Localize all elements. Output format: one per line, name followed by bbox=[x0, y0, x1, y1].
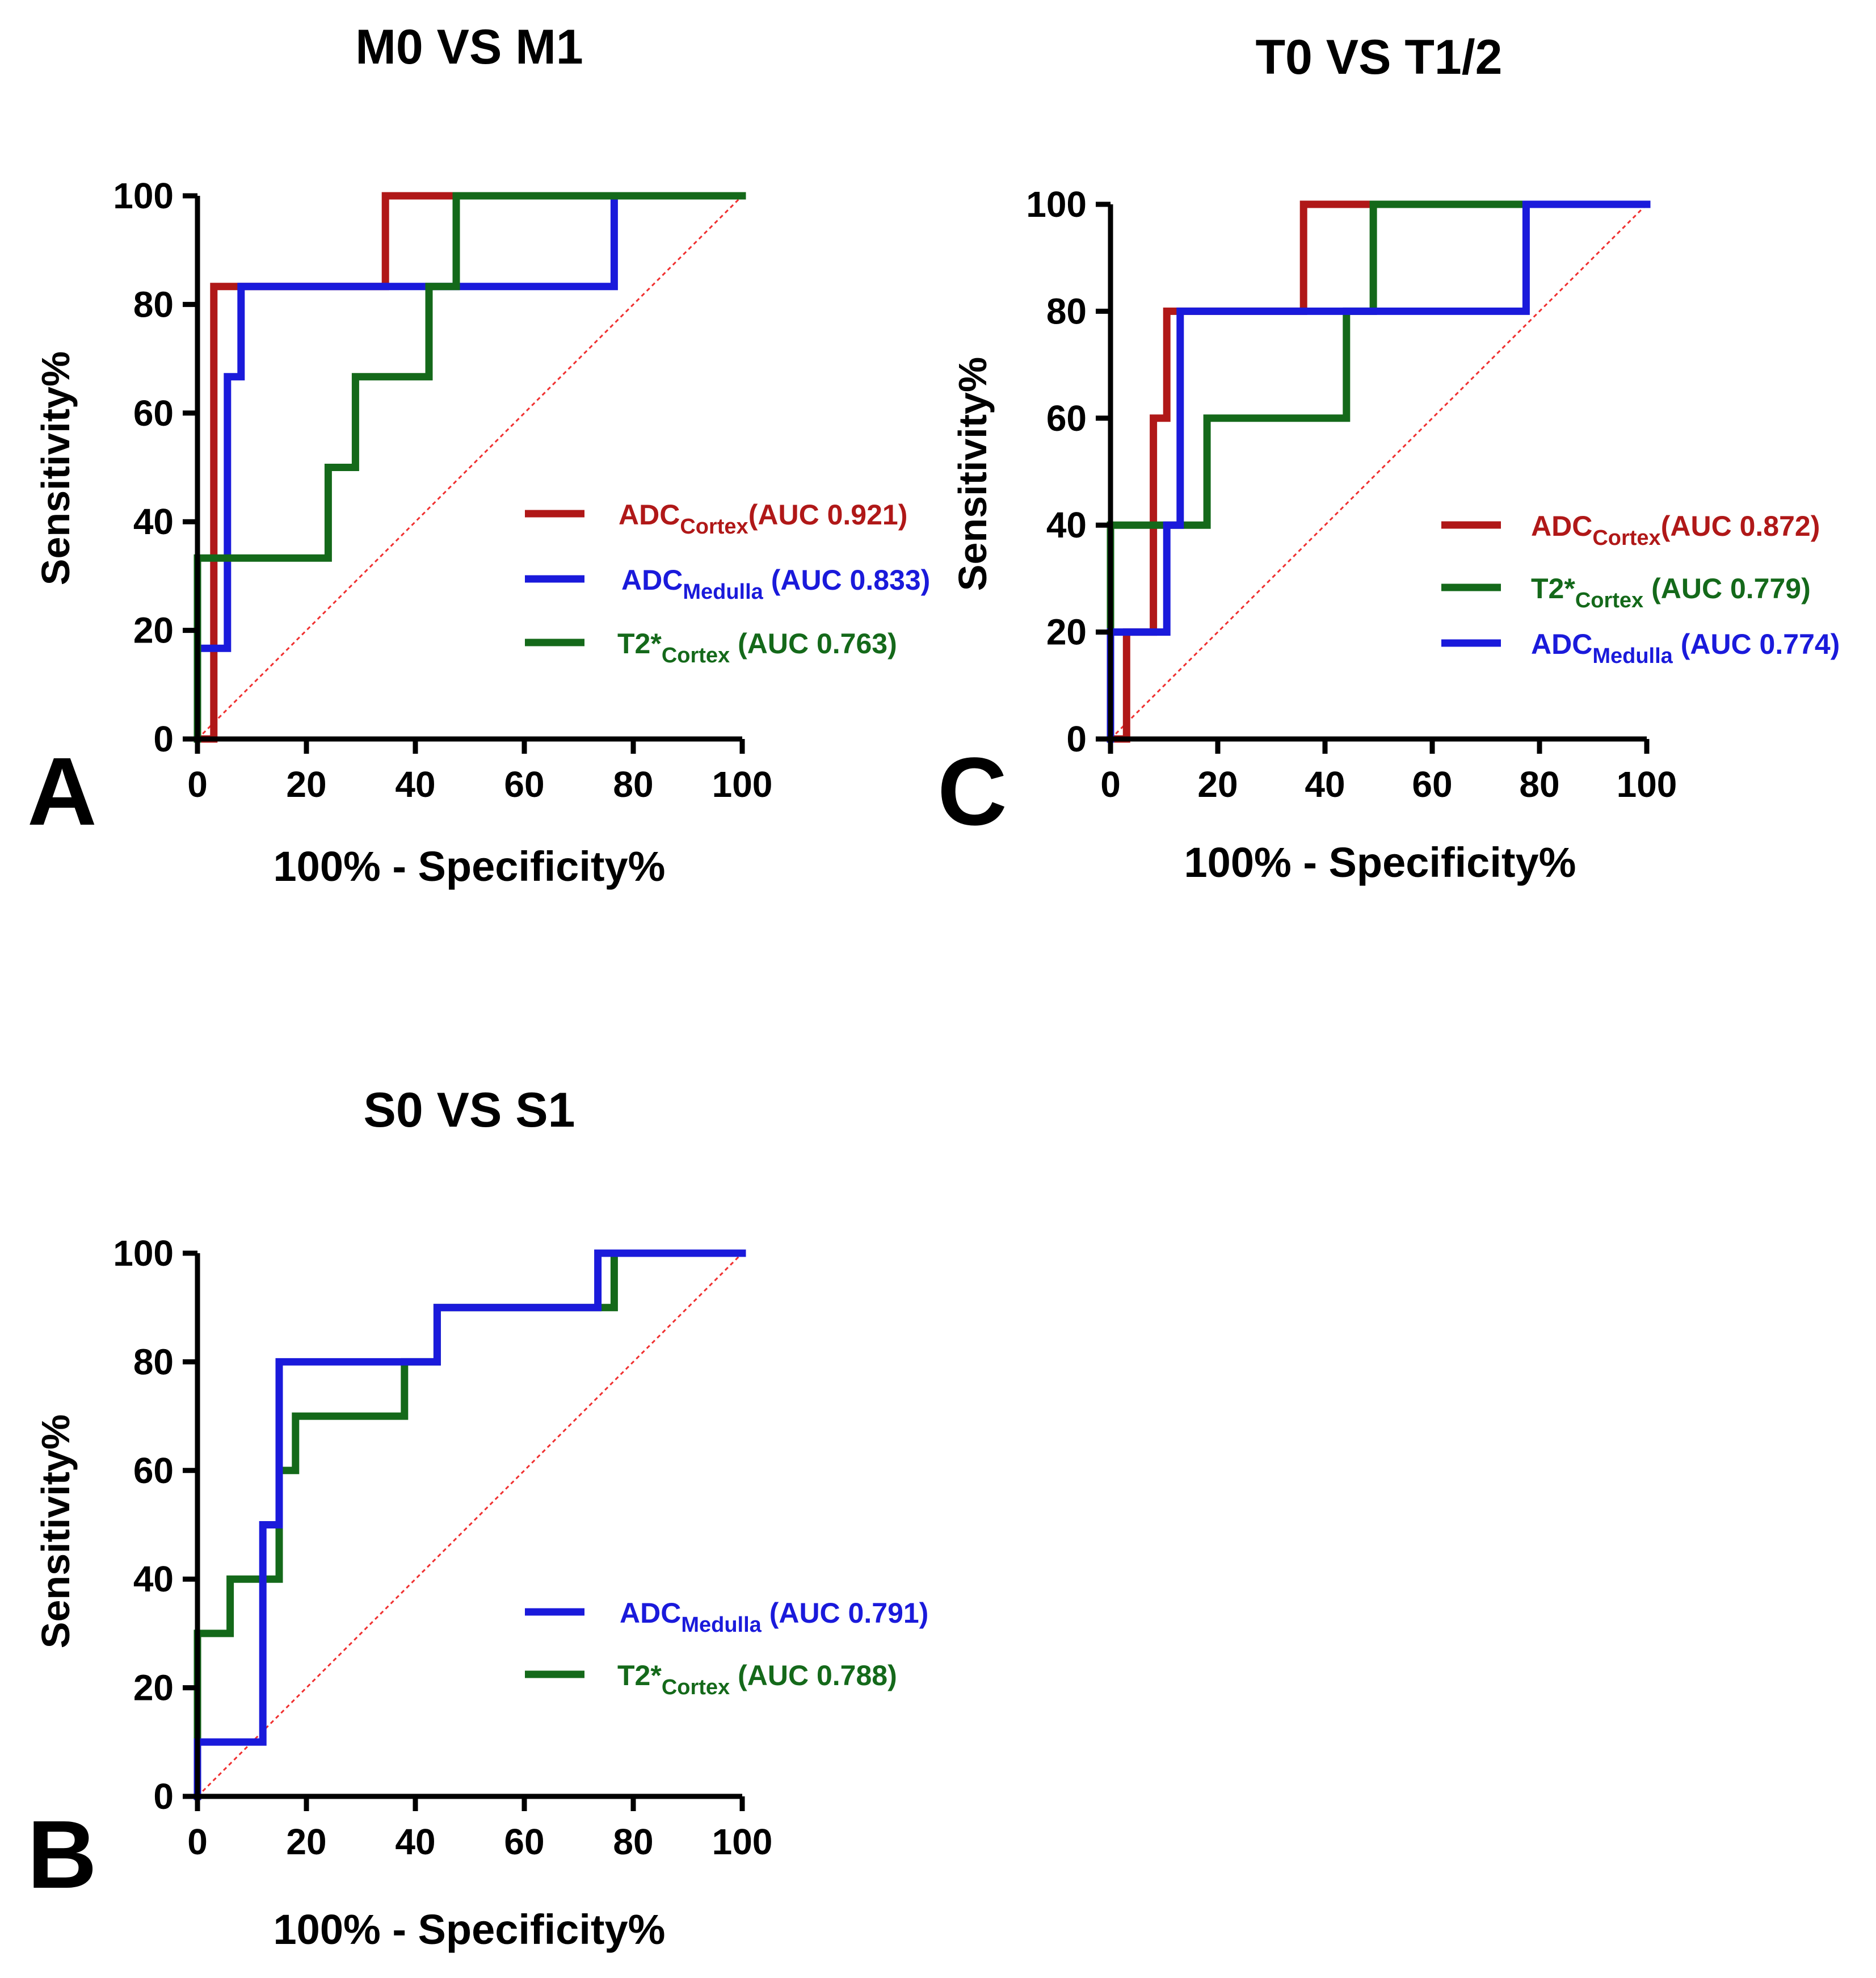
legend-entry: T2*Cortex (AUC 0.788) bbox=[525, 1660, 897, 1699]
legend-label: ADCCortex(AUC 0.872) bbox=[1531, 510, 1820, 550]
roc-curve-blue bbox=[194, 192, 746, 743]
panel-label: A bbox=[27, 738, 97, 846]
x-tick-label: 80 bbox=[613, 764, 653, 805]
y-tick-label: 80 bbox=[133, 284, 174, 325]
roc-curve-green bbox=[194, 192, 746, 743]
x-axis-label: 100% - Specificity% bbox=[274, 1906, 666, 1953]
legend-entry: T2*Cortex (AUC 0.779) bbox=[1441, 573, 1811, 612]
panel-a-chart: M0 VS M1 A Sensitivity% 100% - Specifici… bbox=[27, 20, 930, 890]
legend-label: ADCMedulla (AUC 0.774) bbox=[1531, 628, 1840, 668]
legend-entry: ADCMedulla (AUC 0.833) bbox=[525, 564, 930, 604]
y-tick-label: 20 bbox=[1046, 612, 1087, 653]
legend-label: ADCMedulla (AUC 0.833) bbox=[621, 564, 930, 604]
reference-diagonal bbox=[1109, 203, 1648, 740]
legend: ADCCortex(AUC 0.872) T2*Cortex (AUC 0.77… bbox=[1441, 510, 1840, 668]
y-tick-label: 80 bbox=[133, 1341, 174, 1382]
x-tick-label: 0 bbox=[187, 1821, 208, 1862]
roc-curve-green bbox=[1107, 200, 1651, 743]
x-tick-label: 0 bbox=[1100, 764, 1121, 805]
panel-label: B bbox=[27, 1801, 97, 1909]
chart-title: M0 VS M1 bbox=[355, 20, 583, 74]
legend-label: ADCCortex(AUC 0.921) bbox=[619, 499, 907, 539]
x-tick-label: 20 bbox=[286, 764, 326, 805]
legend-entry: ADCCortex(AUC 0.921) bbox=[525, 499, 907, 539]
panel-c-chart: T0 VS T1/2 C Sensitivity% 100% - Specifi… bbox=[937, 30, 1840, 886]
legend: ADCCortex(AUC 0.921) ADCMedulla (AUC 0.8… bbox=[525, 499, 930, 667]
y-tick-label: 60 bbox=[1046, 398, 1087, 439]
legend-label: T2*Cortex (AUC 0.788) bbox=[617, 1660, 897, 1699]
roc-curve-blue bbox=[194, 1249, 746, 1800]
x-tick-label: 100 bbox=[712, 764, 773, 805]
y-tick-label: 20 bbox=[133, 1668, 174, 1708]
x-tick-label: 0 bbox=[187, 764, 208, 805]
y-tick-label: 0 bbox=[153, 1776, 174, 1817]
reference-diagonal bbox=[196, 195, 743, 740]
y-tick-label: 100 bbox=[113, 175, 174, 216]
chart-title: T0 VS T1/2 bbox=[1256, 30, 1503, 85]
legend-label: ADCMedulla (AUC 0.791) bbox=[620, 1597, 928, 1637]
y-axis-label: Sensitivity% bbox=[33, 1414, 78, 1648]
x-tick-label: 40 bbox=[395, 764, 435, 805]
x-axis-label: 100% - Specificity% bbox=[1184, 839, 1576, 886]
legend: ADCMedulla (AUC 0.791) T2*Cortex (AUC 0.… bbox=[525, 1597, 928, 1699]
y-tick-label: 0 bbox=[153, 719, 174, 759]
y-tick-label: 0 bbox=[1066, 719, 1087, 759]
legend-entry: T2*Cortex (AUC 0.763) bbox=[525, 628, 897, 667]
y-axis-label: Sensitivity% bbox=[33, 351, 78, 585]
y-axis-label: Sensitivity% bbox=[950, 357, 995, 591]
reference-diagonal bbox=[196, 1252, 743, 1798]
panel-label: C bbox=[937, 738, 1007, 846]
y-tick-label: 60 bbox=[133, 393, 174, 434]
legend-entry: ADCMedulla (AUC 0.791) bbox=[525, 1597, 928, 1637]
x-tick-label: 60 bbox=[1412, 764, 1452, 805]
panel-b-chart: S0 VS S1 B Sensitivity% 100% - Specifici… bbox=[27, 1083, 928, 1953]
y-tick-label: 80 bbox=[1046, 291, 1087, 331]
x-tick-label: 60 bbox=[504, 764, 544, 805]
legend-label: T2*Cortex (AUC 0.763) bbox=[617, 628, 897, 667]
chart-title: S0 VS S1 bbox=[364, 1083, 575, 1137]
roc-curve-blue bbox=[1107, 200, 1651, 743]
x-tick-label: 100 bbox=[712, 1821, 773, 1862]
roc-curve-red bbox=[1107, 200, 1651, 743]
legend-entry: ADCMedulla (AUC 0.774) bbox=[1441, 628, 1840, 668]
x-tick-label: 40 bbox=[1305, 764, 1345, 805]
x-tick-label: 60 bbox=[504, 1821, 544, 1862]
x-tick-label: 80 bbox=[1519, 764, 1559, 805]
x-tick-label: 20 bbox=[1197, 764, 1238, 805]
x-tick-label: 100 bbox=[1617, 764, 1677, 805]
legend-label: T2*Cortex (AUC 0.779) bbox=[1531, 573, 1811, 612]
x-tick-label: 80 bbox=[613, 1821, 653, 1862]
y-tick-label: 40 bbox=[133, 1559, 174, 1599]
y-tick-label: 40 bbox=[1046, 505, 1087, 545]
x-axis-label: 100% - Specificity% bbox=[274, 843, 666, 890]
y-tick-label: 60 bbox=[133, 1450, 174, 1491]
y-tick-label: 20 bbox=[133, 610, 174, 651]
legend-entry: ADCCortex(AUC 0.872) bbox=[1441, 510, 1820, 550]
y-tick-label: 40 bbox=[133, 501, 174, 542]
x-tick-label: 20 bbox=[286, 1821, 326, 1862]
x-tick-label: 40 bbox=[395, 1821, 435, 1862]
y-tick-label: 100 bbox=[113, 1233, 174, 1274]
y-tick-label: 100 bbox=[1026, 184, 1087, 225]
